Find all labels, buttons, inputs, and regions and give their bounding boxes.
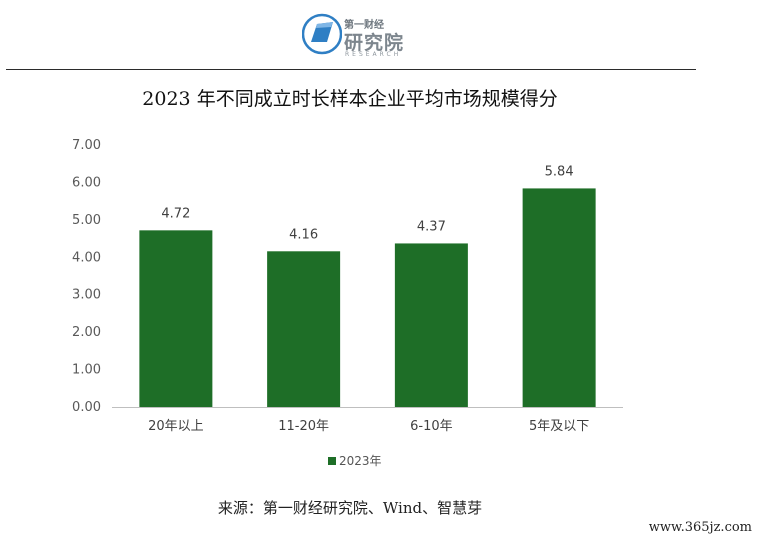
bar — [139, 230, 213, 407]
legend-label: 2023年 — [339, 454, 382, 468]
data-label: 5.84 — [545, 164, 574, 179]
y-tick-label: 4.00 — [72, 250, 101, 265]
chart-title: 2023 年不同成立时长样本企业平均市场规模得分 — [142, 88, 558, 110]
logo: 第一财经 研究院 RESEARCH — [302, 10, 412, 62]
y-tick-label: 6.00 — [72, 175, 101, 190]
y-tick-label: 3.00 — [72, 288, 101, 303]
source-note: 来源：第一财经研究院、Wind、智慧芽 — [217, 499, 483, 517]
y-tick-label: 5.00 — [72, 213, 101, 228]
x-tick-label: 11-20年 — [278, 419, 329, 434]
x-tick-label: 5年及以下 — [529, 419, 589, 434]
x-tick-label: 20年以上 — [148, 419, 204, 434]
logo-mark-icon — [302, 13, 342, 55]
y-tick-label: 7.00 — [72, 138, 101, 153]
bar — [394, 243, 468, 407]
logo-main-text: 研究院 — [344, 32, 405, 54]
header-divider — [6, 69, 696, 70]
y-tick-label: 2.00 — [72, 325, 101, 340]
logo-top-text: 第一财经 — [344, 20, 384, 31]
bar — [267, 251, 341, 407]
watermark: www.365jz.com — [648, 520, 752, 535]
x-tick-label: 6-10年 — [410, 419, 453, 434]
data-label: 4.72 — [161, 206, 190, 221]
data-label: 4.16 — [289, 227, 318, 242]
y-tick-label: 1.00 — [72, 363, 101, 378]
logo-sub-text: RESEARCH — [345, 51, 402, 58]
bar — [522, 188, 596, 407]
chart-legend: 2023年 — [328, 452, 382, 469]
legend-swatch — [328, 457, 336, 465]
y-tick-label: 0.00 — [72, 400, 101, 415]
data-label: 4.37 — [417, 219, 446, 234]
